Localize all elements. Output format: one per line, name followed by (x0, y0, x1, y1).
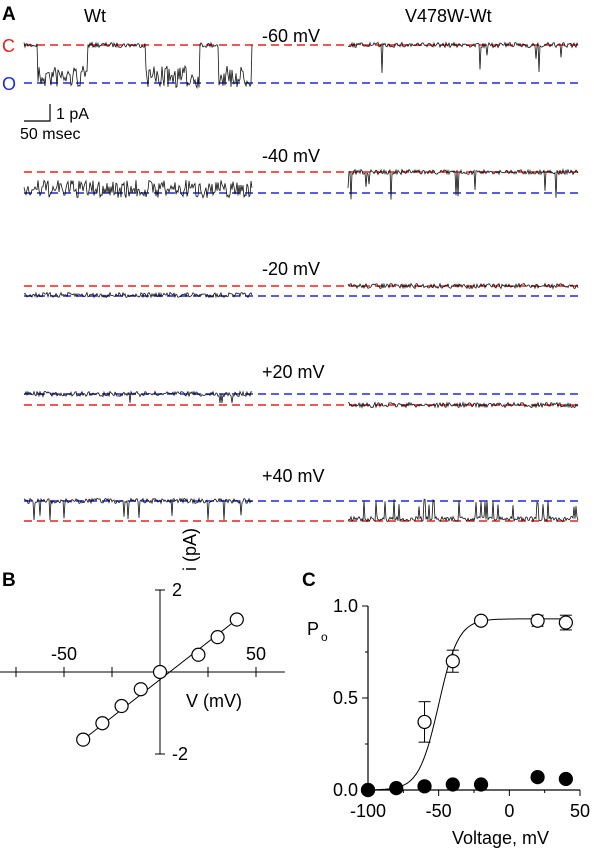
iv-data-point (133, 682, 148, 697)
scale-bar-current-label: 1 pA (56, 106, 89, 123)
po-x-tick-label: -50 (426, 801, 452, 821)
po-point-mutant (417, 779, 432, 794)
trace-column-title-mutant: V478W-Wt (405, 6, 492, 26)
open-probability-plot: 0.0 0.5 1.0 -100 -50 0 50 (333, 596, 590, 821)
iv-data-point (76, 732, 91, 747)
iv-data-point (229, 612, 244, 627)
panel-label-b: B (2, 570, 16, 591)
po-point-mutant (360, 782, 376, 798)
po-point-wt (445, 654, 460, 669)
po-y-tick-label: 0.0 (333, 780, 358, 800)
iv-x-axis-label: V (mV) (186, 691, 242, 711)
po-y-axis-label-sub: o (321, 630, 328, 644)
iv-data-point (152, 664, 168, 680)
po-point-mutant (558, 771, 573, 787)
po-point-wt (417, 714, 432, 730)
current-trace (23, 497, 253, 521)
po-point-wt (558, 615, 573, 630)
voltage-label-1: -60 mV (262, 26, 320, 46)
current-trace (23, 179, 253, 199)
po-y-tick-label: 1.0 (333, 596, 358, 616)
current-trace (23, 41, 253, 90)
scale-bar-time-label: 50 msec (20, 126, 80, 143)
po-point-wt (530, 613, 545, 628)
current-trace (347, 498, 579, 523)
panel-label-c: C (302, 570, 316, 591)
current-trace (347, 401, 579, 409)
po-point-mutant (445, 777, 460, 792)
iv-y-tick-label: -2 (172, 744, 188, 764)
po-fit-curve (367, 618, 566, 791)
trace-column-title-wt: Wt (84, 6, 106, 26)
po-point-mutant (389, 781, 404, 796)
iv-y-tick-label: 2 (172, 580, 182, 600)
iv-data-point (114, 698, 129, 714)
single-channel-traces (23, 41, 579, 523)
iv-data-point (191, 647, 206, 662)
iv-y-axis-label: i (pA) (180, 528, 200, 571)
voltage-label-4: +20 mV (262, 362, 325, 382)
iv-data-point (210, 630, 225, 645)
po-x-tick-label: 0 (504, 801, 514, 821)
current-trace (23, 291, 253, 299)
po-x-tick-label: 50 (570, 801, 590, 821)
po-point-wt (473, 613, 489, 628)
closed-state-label: C (2, 36, 15, 56)
po-x-axis-label: Voltage, mV (452, 828, 549, 848)
po-y-axis-label: P (307, 619, 319, 639)
voltage-label-2: -40 mV (262, 146, 320, 166)
po-y-tick-label: 0.5 (333, 688, 358, 708)
iv-x-tick-label: 50 (246, 644, 266, 664)
current-trace (23, 390, 253, 404)
iv-x-tick-label: -50 (51, 644, 77, 664)
open-state-label: O (2, 74, 16, 94)
current-trace (347, 41, 579, 73)
voltage-label-5: +40 mV (262, 466, 325, 486)
current-trace (347, 168, 579, 200)
panel-label-a: A (2, 4, 16, 25)
scale-bar (24, 104, 51, 122)
po-point-mutant (473, 777, 489, 792)
po-x-tick-label: -100 (350, 801, 386, 821)
voltage-label-3: -20 mV (262, 259, 320, 279)
po-point-mutant (530, 770, 545, 785)
iv-data-point (95, 716, 110, 731)
current-trace (347, 282, 579, 290)
